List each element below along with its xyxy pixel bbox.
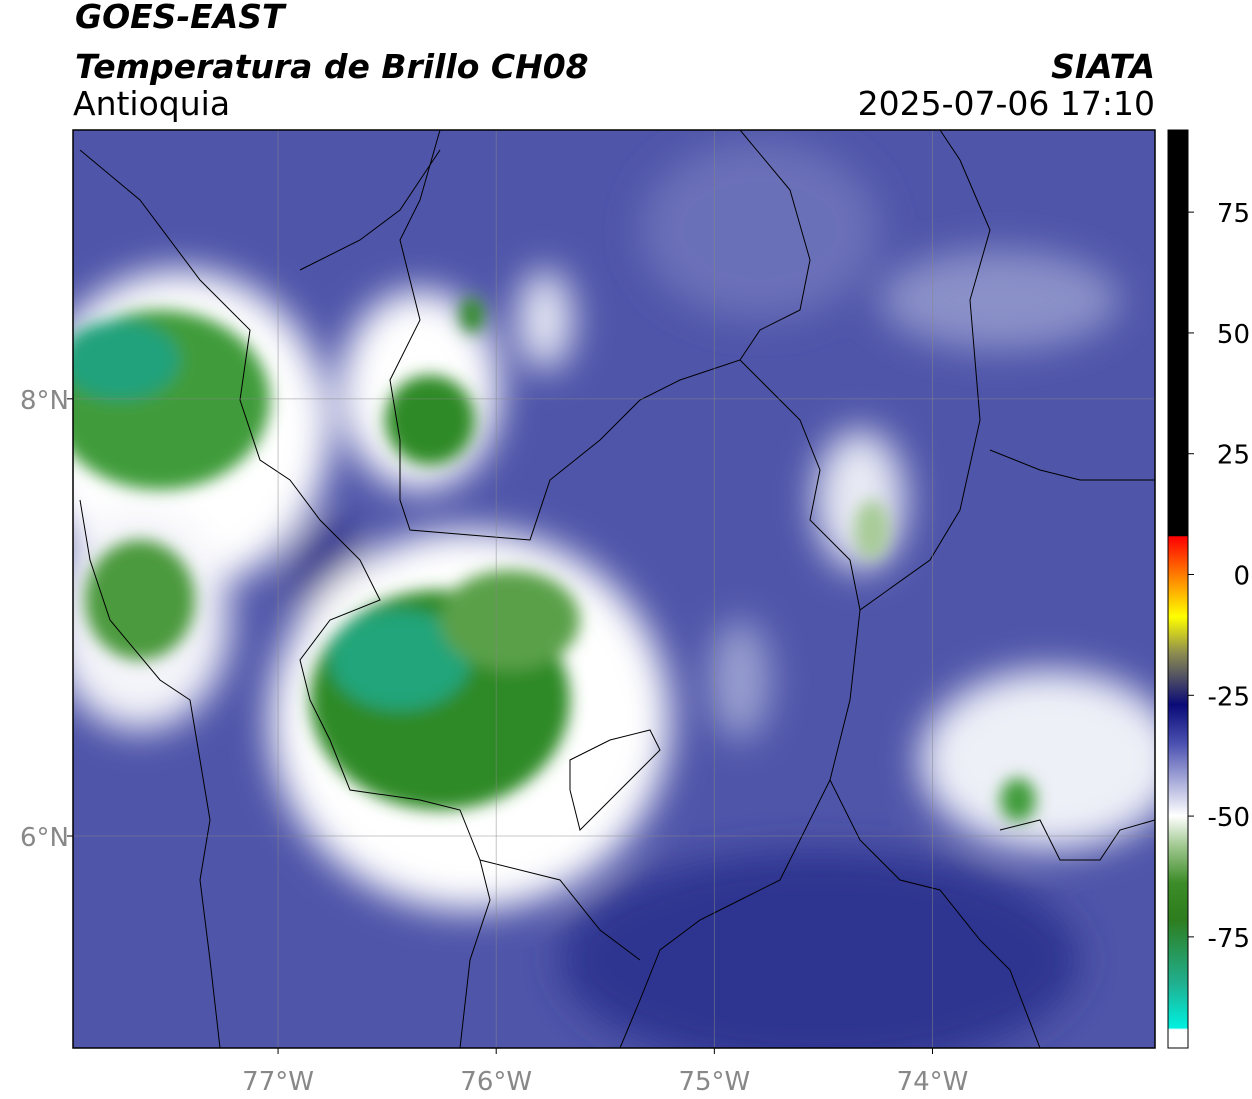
map-frame [72,129,1156,1049]
colorbar-tick-label: 25 [1217,441,1250,471]
colorbar-tick-label: 75 [1217,199,1250,229]
title: GOES-EAST [75,0,287,36]
grid [73,130,1155,1048]
colorbar-tick-label: -50 [1208,803,1250,833]
subtitle: Temperatura de Brillo CH08 [75,47,589,86]
region: Antioquia [73,84,230,123]
datetime: 2025-07-06 17:10 [858,84,1155,123]
source: SIATA [1051,47,1155,86]
y-tick-label: 6°N [20,823,69,853]
y-tick-label: 8°N [20,386,69,416]
colorbar-tick-label: -75 [1208,924,1250,954]
colorbar-tick-label: -25 [1208,682,1250,712]
x-tick-label: 74°W [897,1067,969,1097]
x-tick-label: 75°W [678,1067,750,1097]
colorbar [1167,129,1189,1049]
satellite-image [73,130,1155,1048]
borders [79,130,1155,1048]
colorbar-tick-label: 50 [1217,320,1250,350]
x-tick-label: 77°W [242,1067,314,1097]
x-tick-label: 76°W [460,1067,532,1097]
colorbar-tick-label: 0 [1233,562,1250,592]
